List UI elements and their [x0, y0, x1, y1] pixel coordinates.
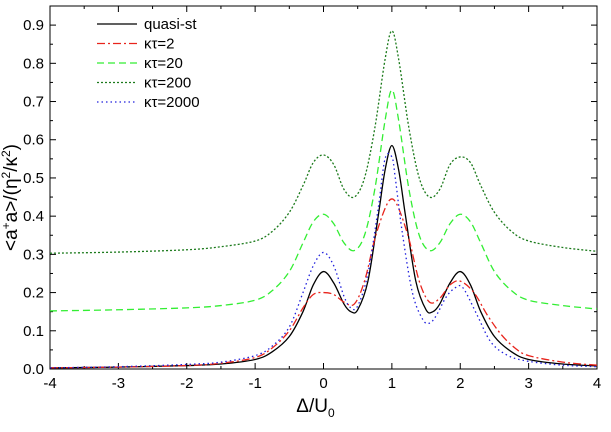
x-axis-title-subscript: 0 — [328, 406, 335, 420]
legend-label-5: κτ=2000 — [144, 94, 200, 111]
y-tick-label: 0.9 — [23, 17, 44, 34]
x-tick-label: -4 — [43, 375, 56, 392]
y-axis-title: <a+a>/(η2/κ2) — [0, 144, 22, 251]
x-tick-label: -2 — [180, 375, 193, 392]
plot-frame — [49, 5, 598, 370]
x-tick-label: -1 — [248, 375, 261, 392]
y-tick-label: 0.2 — [23, 285, 44, 302]
y-tick-label: 0.3 — [23, 246, 44, 263]
y-axis-title-superscript: + — [0, 222, 13, 229]
y-tick-label: 0.8 — [23, 55, 44, 72]
x-axis-title-main: Δ/U — [296, 396, 328, 417]
y-tick-label: 0.0 — [23, 361, 44, 378]
y-axis-title-text: a>/(η — [1, 178, 22, 222]
series-line-2 — [49, 198, 598, 369]
series-line-5 — [49, 152, 598, 369]
y-tick-label: 0.6 — [23, 132, 44, 149]
y-axis-title-text: /κ — [1, 157, 22, 172]
x-axis-title: Δ/U0 — [296, 396, 335, 420]
y-axis-title-superscript: 2 — [0, 150, 13, 157]
series-line-3 — [49, 89, 598, 312]
legend-label-1: quasi-st — [144, 16, 197, 33]
x-tick-label: 1 — [388, 375, 396, 392]
y-axis-title-text: <a — [1, 229, 22, 251]
y-tick-label: 0.4 — [23, 208, 44, 225]
axis-ticks: -4 -3 -2 -1 0 1 2 3 4 0.0 0.1 0.2 0.3 0.4 0.5 0.6 0.7 0.8… — [23, 6, 601, 392]
x-tick-label: 2 — [456, 375, 464, 392]
x-tick-label: 4 — [593, 375, 601, 392]
x-tick-label: 0 — [319, 375, 327, 392]
series-layer — [49, 30, 598, 369]
y-tick-label: 0.7 — [23, 94, 44, 111]
legend-label-4: κτ=200 — [144, 75, 191, 92]
y-axis-title-text: ) — [1, 144, 22, 150]
x-tick-label: -3 — [112, 375, 125, 392]
series-line-1 — [49, 144, 598, 369]
x-tick-label: 3 — [524, 375, 532, 392]
y-axis-title-superscript: 2 — [0, 171, 13, 178]
series-line-4 — [49, 30, 598, 254]
legend-label-2: κτ=2 — [144, 36, 175, 53]
y-tick-label: 0.1 — [23, 323, 44, 340]
legend-label-3: κτ=20 — [144, 55, 183, 72]
y-tick-label: 0.5 — [23, 170, 44, 187]
legend: quasi-st κτ=2 κτ=20 κτ=200 κτ=2000 — [97, 16, 200, 111]
